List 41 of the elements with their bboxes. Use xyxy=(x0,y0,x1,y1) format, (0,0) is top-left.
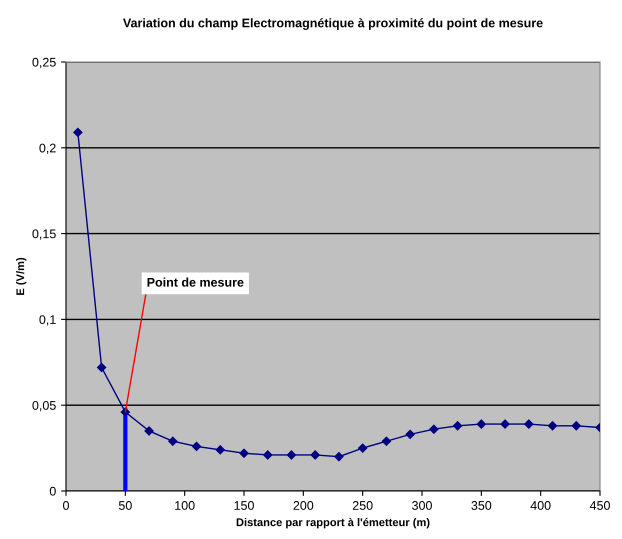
point xyxy=(524,419,534,429)
y-tick-label: 0 xyxy=(50,486,56,496)
x-tick-label: 400 xyxy=(530,501,551,510)
point xyxy=(572,421,581,430)
point xyxy=(216,445,225,454)
x-tick-label: 450 xyxy=(590,501,610,510)
x-tick-label: 100 xyxy=(175,501,195,510)
point xyxy=(358,443,368,453)
point xyxy=(476,419,486,429)
point xyxy=(500,419,510,429)
x-tick-label: 350 xyxy=(471,501,492,510)
point xyxy=(286,450,296,460)
x-axis-title: Distance par rapport à l'émetteur (m) xyxy=(236,518,430,528)
x-tick-label: 250 xyxy=(352,501,373,510)
y-tick-label: 0,2 xyxy=(39,144,56,154)
point xyxy=(239,448,249,458)
y-tick-label: 0,15 xyxy=(32,229,56,240)
y-tick-label: 0,25 xyxy=(32,58,56,68)
x-tick-label: 0 xyxy=(63,501,69,510)
y-tick-label: 0,1 xyxy=(39,315,56,326)
point xyxy=(263,450,272,460)
point xyxy=(310,450,320,460)
point xyxy=(548,421,558,430)
point xyxy=(168,436,178,446)
point xyxy=(334,452,344,462)
x-tick-label: 150 xyxy=(234,501,254,510)
annotation: Point de mesure xyxy=(148,278,244,287)
x-tick-label: 200 xyxy=(294,501,314,510)
point xyxy=(382,436,392,446)
x-tick-label: 300 xyxy=(412,501,432,510)
point xyxy=(96,362,106,372)
point xyxy=(452,421,462,430)
y-tick-label: 0,05 xyxy=(32,401,56,412)
point xyxy=(192,442,202,452)
point xyxy=(144,426,154,436)
chart-title: Variation du champ Electromagnétique à proximité du point de mesure xyxy=(122,18,543,30)
y-axis-title: E (V/m) xyxy=(16,258,26,295)
point xyxy=(73,128,82,137)
x-tick-label: 50 xyxy=(118,501,132,510)
point xyxy=(429,424,438,434)
point xyxy=(406,430,415,439)
